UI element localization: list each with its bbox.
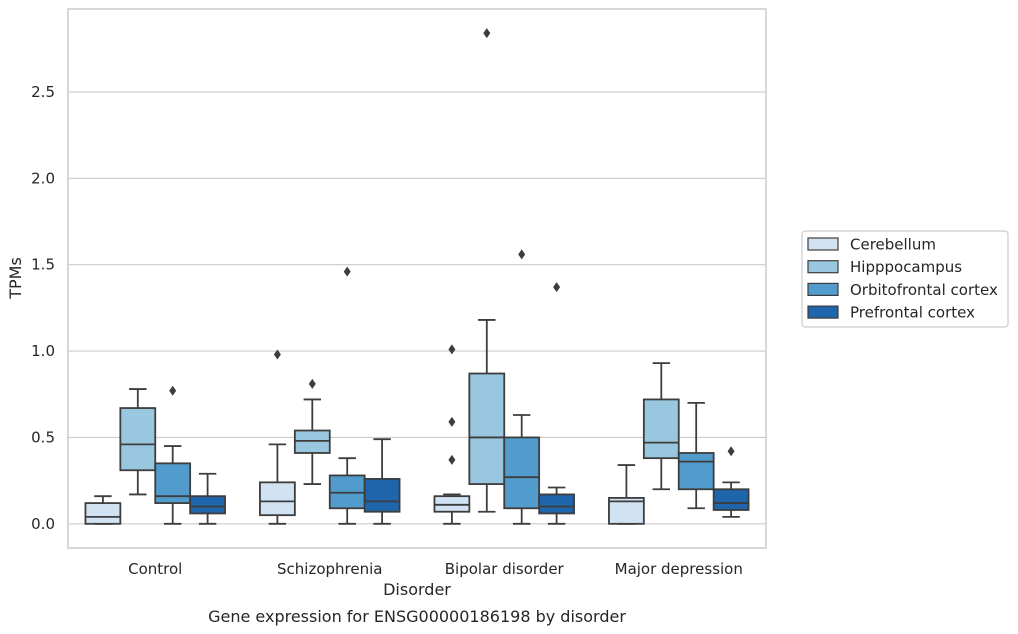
box-iqr xyxy=(84,502,122,525)
x-tick-label: Schizophrenia xyxy=(277,560,382,578)
box-cerebellum xyxy=(433,344,471,525)
y-axis-title: TPMs xyxy=(6,257,25,300)
legend-swatch xyxy=(807,305,839,319)
plot-border xyxy=(67,8,767,549)
outlier-point xyxy=(518,249,526,260)
box-orbitofrontal-cortex xyxy=(677,401,715,510)
box-iqr xyxy=(642,398,680,460)
box-hipppocampus xyxy=(642,362,680,491)
box-orbitofrontal-cortex xyxy=(328,266,366,525)
legend-swatch xyxy=(807,260,839,274)
legend-label: Hipppocampus xyxy=(850,258,962,276)
x-tick-label: Control xyxy=(128,560,182,578)
y-tick-label: 0.5 xyxy=(31,428,55,446)
box-iqr xyxy=(189,495,226,515)
x-tick-label: Bipolar disorder xyxy=(445,560,565,578)
legend: Cerebellum Hipppocampus Orbitofrontal cort… xyxy=(801,230,1009,328)
box-prefrontal-cortex xyxy=(189,472,226,525)
box-iqr xyxy=(119,407,157,472)
box-iqr xyxy=(259,481,296,517)
box-iqr xyxy=(712,488,750,511)
box-iqr xyxy=(468,372,506,485)
legend-swatch xyxy=(807,237,839,251)
outlier-point xyxy=(169,385,177,396)
legend-label: Orbitofrontal cortex xyxy=(850,281,998,299)
chart-caption: Gene expression for ENSG00000186198 by d… xyxy=(208,607,626,626)
box-iqr xyxy=(363,477,401,513)
y-tick-label: 2.5 xyxy=(31,83,55,101)
box-hipppocampus xyxy=(468,28,506,513)
box-iqr xyxy=(154,462,192,504)
box-orbitofrontal-cortex xyxy=(154,385,192,525)
outlier-point xyxy=(553,282,561,293)
boxes-layer xyxy=(84,28,750,525)
y-tick-label: 1.5 xyxy=(31,256,55,274)
box-cerebellum xyxy=(84,495,122,525)
plot-frame xyxy=(67,8,767,549)
outlier-point xyxy=(343,266,351,277)
outlier-point xyxy=(727,446,735,457)
outlier-point xyxy=(273,349,281,360)
outlier-point xyxy=(308,378,316,389)
legend-swatch xyxy=(807,282,839,296)
box-iqr xyxy=(503,436,541,510)
box-iqr xyxy=(538,493,575,515)
x-axis-title: Disorder xyxy=(383,580,451,599)
outlier-point xyxy=(448,454,456,465)
x-tick-label: Major depression xyxy=(615,560,743,578)
outlier-point xyxy=(448,344,456,355)
box-prefrontal-cortex xyxy=(538,282,575,525)
box-orbitofrontal-cortex xyxy=(503,249,541,525)
grid-lines xyxy=(68,91,766,525)
box-hipppocampus xyxy=(119,388,157,496)
y-tick-label: 0.0 xyxy=(31,515,55,533)
y-tick-label: 1.0 xyxy=(31,342,55,360)
box-hipppocampus xyxy=(293,378,331,485)
outlier-point xyxy=(483,28,491,39)
box-cerebellum xyxy=(259,349,296,525)
legend-label: Cerebellum xyxy=(850,236,936,254)
outlier-point xyxy=(448,416,456,427)
legend-frame xyxy=(801,230,1009,328)
box-iqr xyxy=(677,452,715,491)
box-prefrontal-cortex xyxy=(712,446,750,518)
box-cerebellum xyxy=(608,464,645,525)
box-prefrontal-cortex xyxy=(363,438,401,525)
x-tick-labels: Control Schizophrenia Bipolar disorder Majo… xyxy=(128,560,743,578)
legend-label: Prefrontal cortex xyxy=(850,304,975,322)
y-tick-label: 2.0 xyxy=(31,169,55,187)
y-tick-labels: 0.0 0.5 1.0 1.5 2.0 2.5 xyxy=(31,83,55,533)
